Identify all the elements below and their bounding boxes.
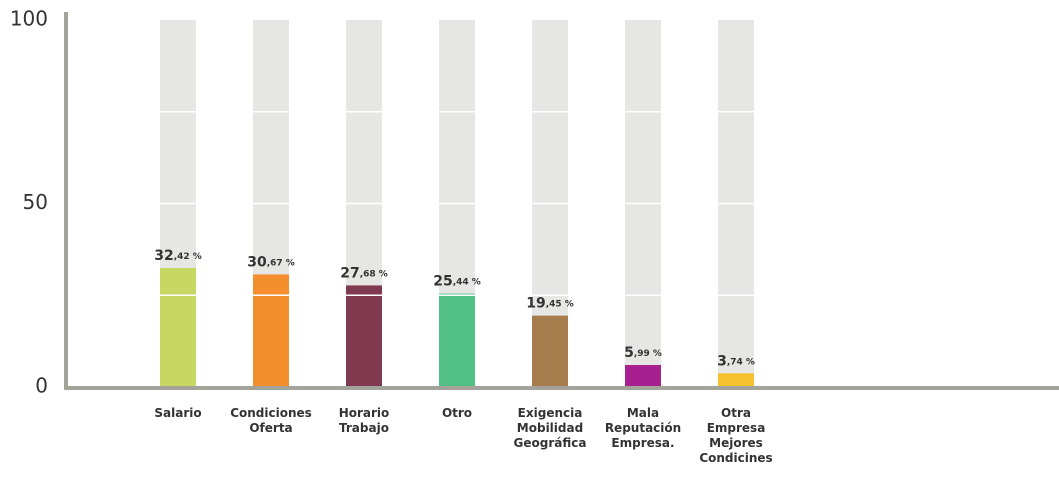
bar: [346, 285, 382, 387]
x-tick-label: Condiciones Oferta: [230, 406, 312, 435]
value-label: 30,67 %: [247, 254, 295, 270]
x-tick-label: Horario Trabajo: [338, 406, 390, 435]
y-tick-label: 100: [10, 7, 48, 31]
value-label: 32,42 %: [154, 248, 202, 264]
x-tick-label: Mala Reputación Empresa.: [604, 406, 682, 450]
x-tick-label: Exigencia Mobilidad Geográfica: [513, 406, 587, 450]
x-tick-label: Otro: [441, 406, 473, 420]
x-tick-label: Salario: [154, 406, 202, 420]
y-tick-label: 0: [35, 374, 48, 398]
bar: [253, 274, 289, 387]
bar: [532, 315, 568, 387]
value-label: 25,44 %: [433, 274, 481, 290]
value-label: 19,45 %: [526, 296, 574, 312]
bar: [625, 365, 661, 387]
value-label: 3,74 %: [717, 353, 755, 369]
y-tick-label: 50: [23, 190, 48, 214]
value-label: 5,99 %: [624, 345, 662, 361]
value-label: 27,68 %: [340, 265, 388, 281]
bar: [718, 373, 754, 387]
bar: [439, 293, 475, 387]
bar: [160, 268, 196, 387]
x-tick-label: Otra Empresa Mejores Condicines: [699, 406, 773, 465]
